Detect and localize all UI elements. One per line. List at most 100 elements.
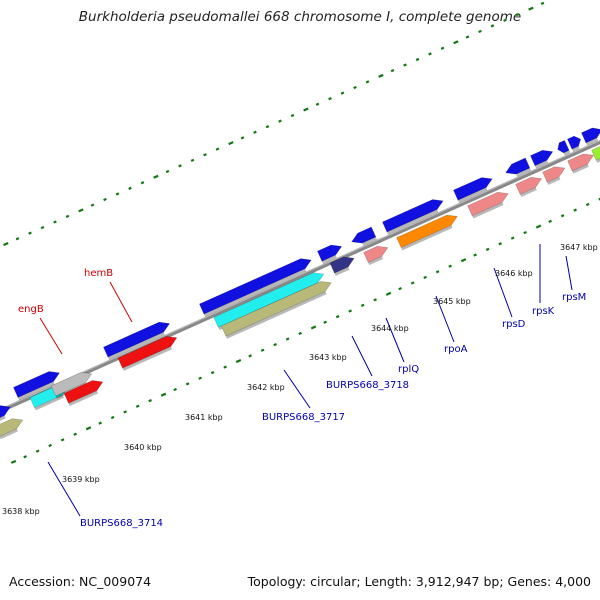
track-dot: [215, 147, 220, 151]
track-dot: [335, 315, 340, 319]
track-dot: [178, 164, 182, 168]
gene-arrow: [0, 418, 24, 437]
track-dot: [273, 343, 277, 347]
track-dot: [165, 169, 170, 174]
gene-arrow: [50, 372, 93, 397]
scale-tick-label: 3641 kbp: [185, 413, 223, 422]
scale-tick-label: 3644 kbp: [371, 324, 409, 333]
track-dot: [290, 113, 295, 118]
track-dot: [278, 119, 282, 123]
leader-line: [47, 461, 81, 517]
scale-tick-label: 3647 kbp: [560, 243, 598, 252]
track-dot: [540, 1, 545, 6]
track-dot: [260, 348, 265, 352]
gene-arrow-shade: [472, 202, 504, 219]
gene-arrow-shade: [0, 415, 6, 421]
gene-arrow-shade: [585, 137, 599, 146]
gene-arrow-shade: [68, 390, 99, 407]
scale-tick-label: 3643 kbp: [309, 353, 347, 362]
track-dot: [23, 455, 27, 459]
track-dot: [340, 91, 345, 95]
leader-line: [493, 267, 513, 318]
gene-label-rplq: rplQ: [398, 364, 419, 375]
track-dot: [585, 202, 590, 207]
track-dot: [560, 214, 565, 218]
backbone-line: [0, 139, 600, 414]
track-dot: [410, 281, 415, 285]
gene-arrow-shade: [368, 256, 384, 266]
track-dot: [53, 220, 57, 224]
gene-arrow-shade: [225, 291, 327, 339]
gene-label-rpsk: rpsK: [532, 306, 555, 317]
gene-arrow: [351, 226, 377, 244]
scale-ticks: 3638 kbp 3639 kbp 3640 kbp 3641 kbp 3642 kbp…: [2, 243, 598, 516]
dotted-tracks: [3, 1, 600, 464]
gene-label-rpoa: rpoA: [444, 344, 468, 355]
gene-labels: engB hemB BURPS668_3714 BURPS668_3717 BURPS6…: [18, 268, 586, 529]
gene-label-rpsd: rpsD: [502, 319, 526, 330]
track-dot: [40, 225, 45, 230]
track-dot: [473, 253, 477, 257]
track-dot: [98, 421, 102, 425]
gene-arrow: [329, 256, 355, 274]
gene-arrow-shade: [596, 158, 600, 163]
gene-arrow-shade: [457, 187, 488, 203]
track-dot: [535, 224, 542, 229]
gene-label-rpsm: rpsM: [562, 292, 586, 303]
backbone-highlight: [0, 139, 600, 411]
gene-arrow: [363, 245, 389, 263]
track-dot: [460, 258, 467, 263]
gene-arrow-shade: [401, 225, 453, 251]
gene-arrow: [591, 146, 600, 161]
genome-summary-text: Topology: circular; Length: 3,912,947 bp…: [247, 574, 591, 589]
track-dot: [78, 208, 84, 213]
gene-arrow: [567, 153, 595, 172]
track-dot: [548, 219, 552, 223]
gene-arrow-shade: [334, 266, 350, 276]
gene-arrow-shade: [520, 187, 537, 197]
track-dot: [103, 197, 107, 202]
track-dot: [323, 320, 327, 324]
gene-arrow: [117, 336, 178, 369]
track-dot: [35, 449, 40, 453]
scale-tick-label: 3640 kbp: [124, 443, 162, 452]
track-dot: [128, 186, 132, 190]
track-dot: [90, 203, 95, 207]
track-dot: [503, 18, 507, 22]
gene-arrow-shade: [17, 381, 55, 401]
track-dot: [115, 192, 120, 196]
track-dot: [510, 236, 515, 240]
track-dot: [453, 40, 459, 45]
scale-tick-label: 3639 kbp: [62, 475, 100, 484]
gene-label-engb: engB: [18, 304, 44, 315]
track-dot: [498, 242, 502, 246]
gene-arrow: [213, 272, 325, 328]
gene-label-burps668_3714: BURPS668_3714: [80, 518, 163, 529]
track-dot: [85, 426, 92, 431]
track-dot: [110, 415, 115, 420]
gene-arrow-shade: [516, 167, 532, 177]
gene-arrow-shade: [34, 394, 65, 411]
gene-arrow: [530, 149, 554, 167]
track-dot: [515, 13, 520, 17]
gene-arrow-shade: [107, 332, 165, 360]
track-dot: [285, 337, 290, 341]
track-dot: [210, 371, 215, 375]
gene-arrow: [515, 176, 543, 195]
track-dot: [373, 298, 377, 302]
leader-line: [283, 369, 311, 409]
track-dot: [65, 214, 70, 218]
track-dot: [190, 158, 195, 162]
track-dot: [440, 46, 445, 50]
track-dot: [465, 35, 470, 39]
gene-arrow: [63, 380, 104, 404]
leader-line: [385, 317, 405, 363]
track-dot: [310, 325, 317, 330]
gene-arrow-shade: [203, 268, 307, 317]
gene-arrow-shade: [563, 150, 571, 156]
track-dot: [265, 125, 270, 129]
track-dot: [28, 231, 32, 235]
scale-tick-label: 3638 kbp: [2, 507, 40, 516]
gene-arrow-shade: [572, 163, 589, 174]
